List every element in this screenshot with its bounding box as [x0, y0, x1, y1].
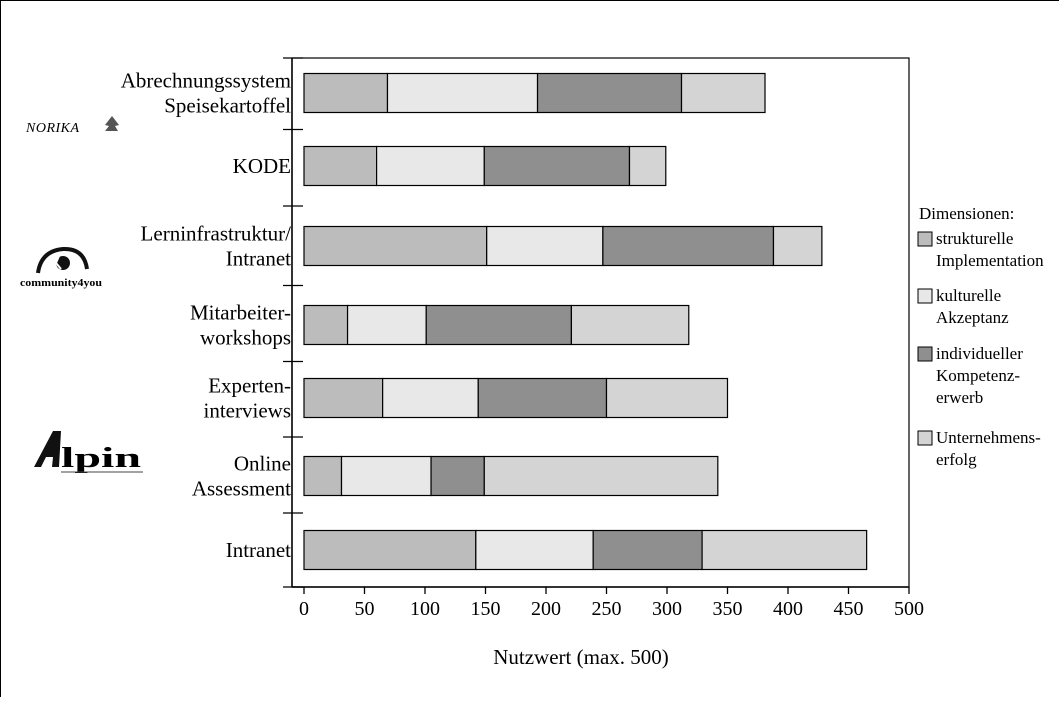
legend-label: Akzeptanz — [936, 308, 1009, 327]
bar-segment — [483, 145, 631, 187]
bar-segment — [605, 377, 729, 419]
svg-text:community4you: community4you — [20, 277, 102, 289]
x-tick-label: 450 — [834, 598, 864, 620]
bar-segment — [303, 145, 378, 187]
category-label: workshops — [200, 326, 291, 350]
legend-swatch — [917, 231, 933, 247]
bar-segment — [592, 529, 703, 571]
alpin-logo: lpin — [34, 431, 143, 474]
bar-segment — [303, 529, 477, 571]
x-tick-label: 250 — [592, 598, 622, 620]
x-tick-label: 0 — [299, 598, 309, 620]
bar-segment — [303, 377, 384, 419]
x-tick-label: 300 — [652, 598, 682, 620]
x-tick-label: 400 — [773, 598, 803, 620]
legend-label: kulturelle — [936, 286, 1001, 305]
bar-segment — [303, 225, 488, 267]
bar-segment — [346, 304, 427, 346]
category-label: Assessment — [192, 477, 291, 501]
x-axis-title: Nutzwert (max. 500) — [493, 645, 669, 669]
x-tick-labels: 0 50 100 150 200 250 300 350 400 450 500 — [299, 598, 924, 620]
category-label: Experten- — [208, 374, 291, 398]
bar-segment — [303, 304, 349, 346]
category-label: Speisekartoffel — [164, 94, 291, 118]
x-tick-label: 500 — [894, 598, 924, 620]
bar-segment — [628, 145, 667, 187]
bar-segment — [475, 529, 594, 571]
legend-label: Implementation — [936, 251, 1044, 270]
category-label: Intranet — [226, 538, 291, 562]
bar-segment — [430, 455, 485, 497]
bars — [303, 72, 868, 571]
category-label: KODE — [233, 154, 291, 178]
community4you-logo: community4you — [20, 246, 102, 289]
legend-label: erwerb — [936, 388, 983, 407]
bar-segment — [382, 377, 479, 419]
x-tick-label: 150 — [471, 598, 501, 620]
bar-segment — [570, 304, 690, 346]
category-label: Mitarbeiter- — [190, 301, 291, 325]
svg-text:NORIKA: NORIKA — [25, 121, 80, 136]
legend-label: erfolg — [936, 450, 977, 469]
logos: NORIKA community4you lpin — [20, 116, 143, 474]
bar-segment — [680, 72, 766, 114]
bar-segment — [701, 529, 868, 571]
category-label: Online — [234, 452, 291, 476]
x-tick-label: 50 — [355, 598, 375, 620]
bar-segment — [602, 225, 775, 267]
bar-segment — [340, 455, 432, 497]
x-tick-label: 350 — [713, 598, 743, 620]
category-label: interviews — [204, 399, 291, 423]
bar-segment — [483, 455, 719, 497]
svg-text:lpin: lpin — [61, 443, 142, 474]
legend: Dimensionen: strukturelle Implementation ku… — [917, 204, 1044, 469]
x-tick-label: 200 — [531, 598, 561, 620]
bar-segment — [486, 225, 604, 267]
norika-logo: NORIKA — [25, 116, 119, 136]
bar-segment — [303, 455, 343, 497]
bar-segment — [772, 225, 823, 267]
bar-segment — [386, 72, 539, 114]
bar-segment — [376, 145, 485, 187]
bar-segment — [536, 72, 683, 114]
legend-label: individueller — [936, 344, 1023, 363]
category-label: Intranet — [226, 247, 291, 271]
legend-title: Dimensionen: — [919, 204, 1014, 223]
bar-segment — [425, 304, 573, 346]
bar-segment — [477, 377, 608, 419]
x-tick-label: 100 — [410, 598, 440, 620]
category-label: Lerninfrastruktur/ — [141, 222, 292, 246]
legend-swatch — [917, 430, 933, 446]
legend-label: strukturelle — [936, 229, 1013, 248]
bar-segment — [303, 72, 389, 114]
legend-swatch — [917, 288, 933, 304]
legend-label: Kompetenz- — [936, 366, 1020, 385]
legend-swatch — [917, 346, 933, 362]
axes — [283, 57, 910, 594]
category-label: Abrechnungssystem — [121, 69, 291, 93]
legend-label: Unternehmens- — [936, 428, 1041, 447]
